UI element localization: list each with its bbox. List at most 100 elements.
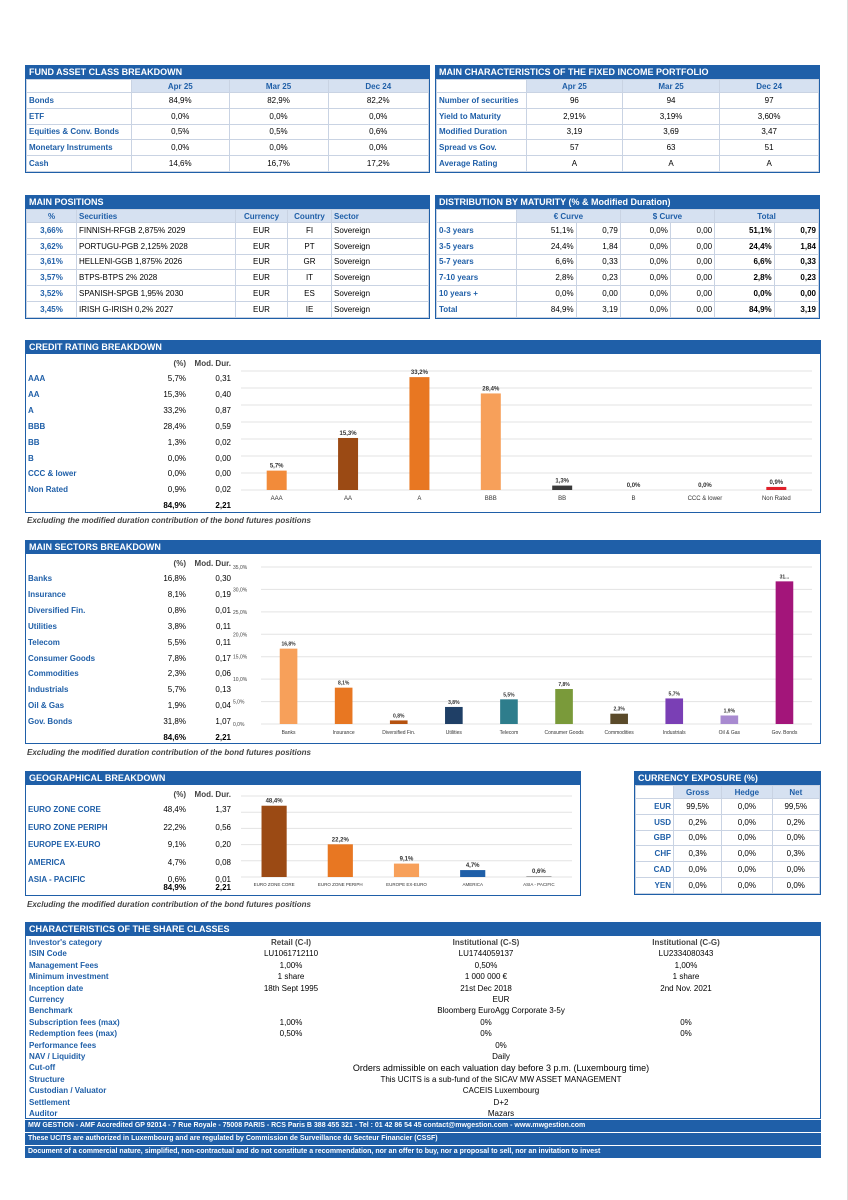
bar	[526, 876, 552, 877]
bar	[327, 844, 353, 877]
cell-value: 17,2%	[327, 155, 430, 172]
cell-value: 24,4%	[516, 237, 577, 255]
row-label: 0-3 years	[436, 222, 517, 239]
cell-value: 96	[526, 92, 623, 109]
maturity-rows: 0-3 years 51,1% 0,79 0,0% 0,00 51,1% 0,79 3-5 y…	[436, 222, 820, 318]
shared-settlement: D+2	[493, 1097, 509, 1107]
row-md: 0,87	[215, 405, 231, 415]
shared-auditor: Mazars	[487, 1109, 515, 1118]
cell-value: 0,3%	[771, 845, 821, 863]
cell-value: A	[526, 155, 623, 172]
row-pct: 5,7%	[167, 685, 186, 695]
currency-row: CHF 0,3% 0,0% 0,3%	[635, 845, 821, 863]
col-header: Currency	[235, 209, 288, 223]
position-security: SPANISH-SPGB 1,95% 2030	[76, 285, 236, 302]
row-md: 0,04	[215, 701, 231, 711]
data-label: 1,3%	[555, 479, 569, 485]
category-label: Oil & Gas	[719, 730, 741, 736]
class-isin: LU1061712110	[263, 949, 319, 959]
table-row: Bonds 84,9% 82,9% 82,2%	[26, 92, 430, 109]
category-label: Insurance	[333, 730, 355, 736]
characteristic-label: Settlement	[29, 1097, 70, 1107]
row-label: Telecom	[28, 637, 60, 647]
cell-value: 14,6%	[131, 155, 230, 172]
category-label: Industrials	[663, 730, 686, 736]
col-header: Total	[714, 209, 819, 223]
position-row: 3,66% FINNISH-RFGB 2,875% 2029 EUR FI Sovere…	[26, 222, 429, 239]
main-positions-table: MAIN POSITIONS % Securities Currency Cou…	[25, 195, 430, 319]
cell-value: 0,0%	[721, 861, 773, 878]
cell-value: 94	[621, 92, 721, 109]
characteristic-label: Management Fees	[29, 960, 99, 970]
cell-value: 1,84	[575, 237, 621, 255]
main-positions-title: MAIN POSITIONS	[26, 196, 429, 209]
col-header: %	[26, 209, 77, 223]
position-security: PORTUGU-PGB 2,125% 2028	[76, 237, 236, 255]
total-pct: 84,9%	[163, 501, 186, 510]
y-tick-label: 25,0%	[233, 610, 248, 616]
maturity-table: DISTRIBUTION BY MATURITY (% & Modified D…	[435, 195, 820, 319]
row-label: Banks	[28, 574, 53, 583]
table-row: Modified Duration 3,19 3,69 3,47	[436, 123, 819, 141]
data-label: 5,7%	[270, 464, 284, 470]
footer-line-3: Document of a commercial nature, simplif…	[25, 1146, 821, 1158]
md-col-header: Mod. Dur.	[194, 559, 231, 568]
position-row: 3,57% BTPS-BTPS 2% 2028 EUR IT Sovereign	[26, 269, 429, 287]
bar	[665, 698, 684, 724]
category-label: EUROPE EX-EURO	[386, 882, 427, 887]
row-pct: 0,0%	[167, 469, 186, 479]
row-label: EURO ZONE CORE	[28, 805, 101, 814]
bar	[500, 699, 518, 724]
cell-value: 0,0%	[619, 300, 671, 318]
row-pct: 5,7%	[167, 374, 186, 383]
row-md: 0,59	[215, 421, 231, 431]
total-pct: 84,6%	[163, 733, 186, 742]
position-security: BTPS-BTPS 2% 2028	[76, 269, 236, 287]
cell-value: 0,00	[669, 300, 716, 318]
row-pct: 4,7%	[167, 857, 186, 867]
position-pct: 3,62%	[26, 237, 77, 255]
row-pct: 0,6%	[167, 875, 186, 884]
data-label: 31...	[780, 574, 790, 580]
cell-value: A	[719, 155, 819, 172]
sectors-chart: 0,0% 5,0% 10,0% 15,0% 20,0% 25,0% 30,0% 35,0% 16…	[233, 565, 812, 736]
cell-value: 2,8%	[714, 269, 775, 287]
row-label: BBB	[28, 421, 46, 431]
position-security: FINNISH-RFGB 2,875% 2029	[76, 222, 236, 239]
row-pct: 1,9%	[167, 701, 186, 711]
cell-value: 97	[719, 92, 819, 109]
data-label: 4,7%	[466, 863, 480, 869]
position-currency: EUR	[235, 222, 288, 239]
row-pct: 16,8%	[163, 574, 186, 583]
cell-value: 0,00	[669, 222, 716, 239]
cell-value: 99,5%	[771, 798, 821, 815]
footer-line-2: These UCITS are authorized in Luxembourg…	[25, 1133, 821, 1145]
position-currency: EUR	[235, 253, 288, 271]
row-label: 10 years +	[436, 285, 517, 302]
currency-code: EUR	[635, 798, 674, 815]
cell-value: 0,0%	[771, 876, 821, 894]
row-md: 0,30	[215, 574, 231, 583]
row-label: Oil & Gas	[28, 701, 65, 711]
row-pct: 22,2%	[163, 822, 186, 832]
row-label: Total	[436, 300, 517, 318]
data-label: 0,6%	[532, 869, 546, 875]
currency-row: USD 0,2% 0,0% 0,2%	[635, 813, 821, 831]
geo-chart: 48,4% EURO ZONE CORE 22,2% EURO ZONE PERIPH…	[241, 795, 572, 887]
fixed-income-table: MAIN CHARACTERISTICS OF THE FIXED INCOME…	[435, 65, 820, 173]
currency-row: GBP 0,0% 0,0% 0,0%	[635, 829, 821, 847]
col-header: Sector	[331, 209, 429, 223]
row-pct: 8,1%	[167, 589, 186, 599]
currency-code: YEN	[635, 876, 674, 894]
bar	[266, 470, 287, 490]
row-md: 1,37	[215, 805, 231, 814]
cell-value: 51,1%	[516, 222, 577, 239]
bar	[389, 720, 408, 724]
table-row: ETF 0,0% 0,0% 0,0%	[26, 107, 430, 125]
row-label: Average Rating	[436, 155, 527, 172]
data-label: 0,9%	[769, 480, 783, 486]
y-tick-label: 15,0%	[233, 655, 248, 661]
md-col-header: Mod. Dur.	[194, 790, 231, 799]
row-pct: 0,9%	[167, 485, 186, 495]
category-label: AAA	[271, 496, 283, 502]
